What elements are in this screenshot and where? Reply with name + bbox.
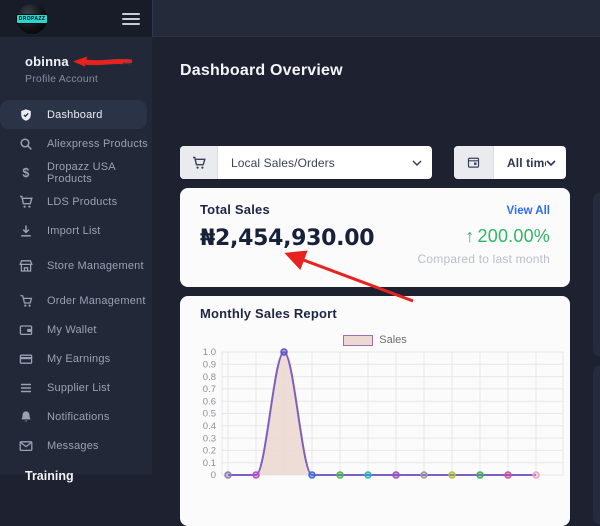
- sales-type-select[interactable]: Local Sales/Orders: [218, 146, 432, 179]
- svg-text:0.5: 0.5: [203, 409, 216, 420]
- topbar-main-strip: [152, 0, 600, 37]
- adjacent-card-peek: [593, 365, 600, 525]
- total-sales-amount: ₦2,454,930.00: [200, 226, 374, 266]
- svg-text:0.3: 0.3: [203, 433, 216, 444]
- menu-toggle-icon[interactable]: [122, 10, 140, 28]
- sidebar-item-label: Notifications: [47, 411, 110, 423]
- topbar-brand-area: DROPAZZ: [0, 0, 152, 37]
- sidebar-nav: Dashboard Aliexpress Products $ Dropazz USA…: [0, 100, 152, 460]
- download-icon: [19, 224, 33, 238]
- sidebar-item-label: Supplier List: [47, 382, 110, 394]
- chevron-down-icon: [412, 160, 422, 166]
- total-sales-card: Total Sales View All ₦2,454,930.00 ↑200.…: [180, 188, 570, 287]
- svg-text:0.8: 0.8: [203, 372, 216, 383]
- sidebar-item-order-management[interactable]: Order Management: [0, 286, 152, 315]
- sidebar-item-my-wallet[interactable]: My Wallet: [0, 315, 152, 344]
- sidebar-item-supplier-list[interactable]: Supplier List: [0, 373, 152, 402]
- time-range-select[interactable]: All time: [494, 146, 566, 179]
- sidebar-item-label: Dashboard: [47, 109, 103, 121]
- sidebar-item-store-management[interactable]: Store Management: [0, 251, 152, 280]
- wallet-icon: [19, 323, 33, 337]
- sidebar-item-dashboard[interactable]: Dashboard: [0, 100, 147, 129]
- filter-row: Local Sales/Orders All time: [180, 146, 566, 179]
- profile-subtitle: Profile Account: [25, 73, 152, 85]
- sidebar-item-label: Dropazz USA Products: [47, 161, 152, 185]
- svg-text:0: 0: [211, 470, 216, 481]
- time-range-value: All time: [507, 156, 546, 170]
- total-sales-title: Total Sales: [200, 202, 270, 217]
- dropazz-logo-text: DROPAZZ: [16, 14, 48, 24]
- profile-name: obinna: [25, 54, 69, 69]
- svg-text:0.1: 0.1: [203, 458, 216, 469]
- change-percent: ↑200.00%: [418, 226, 550, 247]
- sidebar-section-training[interactable]: Training: [25, 469, 152, 483]
- sidebar-item-label: LDS Products: [47, 196, 117, 208]
- sidebar-item-label: My Earnings: [47, 353, 110, 365]
- sidebar-item-notifications[interactable]: Notifications: [0, 402, 152, 431]
- time-range-filter: All time: [454, 146, 566, 179]
- legend-label: Sales: [379, 334, 407, 346]
- chart-legend: Sales: [180, 334, 570, 346]
- sidebar-item-label: Order Management: [47, 295, 146, 307]
- card-icon: [19, 352, 33, 366]
- envelope-icon: [19, 439, 33, 453]
- calendar-icon: [454, 146, 494, 179]
- svg-text:0.4: 0.4: [203, 421, 216, 432]
- sidebar-item-label: Import List: [47, 225, 101, 237]
- up-arrow-icon: ↑: [465, 226, 474, 246]
- sidebar-item-import-list[interactable]: Import List: [0, 216, 152, 245]
- sidebar-item-lds-products[interactable]: LDS Products: [0, 187, 152, 216]
- svg-text:0.7: 0.7: [203, 384, 216, 395]
- svg-text:0.9: 0.9: [203, 360, 216, 371]
- order-icon: [19, 294, 33, 308]
- store-icon: [19, 259, 33, 273]
- name-redaction-scribble: [71, 55, 133, 69]
- dropazz-logo[interactable]: DROPAZZ: [17, 4, 47, 34]
- sidebar-item-my-earnings[interactable]: My Earnings: [0, 344, 152, 373]
- svg-text:0.2: 0.2: [203, 446, 216, 457]
- monthly-sales-card: Monthly Sales Report Sales 1.00.90.80.70…: [180, 296, 570, 526]
- list-icon: [19, 381, 33, 395]
- sidebar-item-aliexpress-products[interactable]: Aliexpress Products: [0, 129, 152, 158]
- sales-type-filter: Local Sales/Orders: [180, 146, 432, 179]
- sidebar-item-label: My Wallet: [47, 324, 97, 336]
- sidebar-item-label: Store Management: [47, 260, 144, 272]
- chevron-down-icon: [546, 160, 556, 166]
- sales-type-value: Local Sales/Orders: [231, 156, 412, 170]
- page-title: Dashboard Overview: [180, 62, 343, 80]
- bell-icon: [19, 410, 33, 424]
- view-all-link[interactable]: View All: [507, 205, 550, 217]
- svg-text:$: $: [22, 166, 29, 180]
- sidebar: obinna Profile Account Dashboard Aliexpre…: [0, 37, 152, 474]
- sidebar-item-label: Messages: [47, 440, 99, 452]
- profile-block[interactable]: obinna Profile Account: [0, 37, 152, 95]
- monthly-sales-title: Monthly Sales Report: [180, 306, 570, 321]
- topbar: DROPAZZ: [0, 0, 600, 37]
- sidebar-item-messages[interactable]: Messages: [0, 431, 152, 460]
- main-content: Dashboard Overview Local Sales/Orders: [152, 37, 600, 474]
- compare-note: Compared to last month: [418, 252, 550, 266]
- dollar-icon: $: [19, 166, 33, 180]
- sidebar-item-label: Aliexpress Products: [47, 138, 148, 150]
- shield-check-icon: [19, 108, 33, 122]
- adjacent-card-peek: [593, 192, 600, 357]
- search-icon: [19, 137, 33, 151]
- sidebar-item-dropazz-usa-products[interactable]: $ Dropazz USA Products: [0, 158, 152, 187]
- cart-icon: [180, 146, 218, 179]
- legend-swatch: [343, 335, 373, 346]
- svg-text:1.0: 1.0: [203, 347, 216, 358]
- svg-text:0.6: 0.6: [203, 396, 216, 407]
- monthly-sales-chart: 1.0 0.90.80.70.6 0.50.40.3 0.20.10: [180, 346, 570, 492]
- cart-icon: [19, 195, 33, 209]
